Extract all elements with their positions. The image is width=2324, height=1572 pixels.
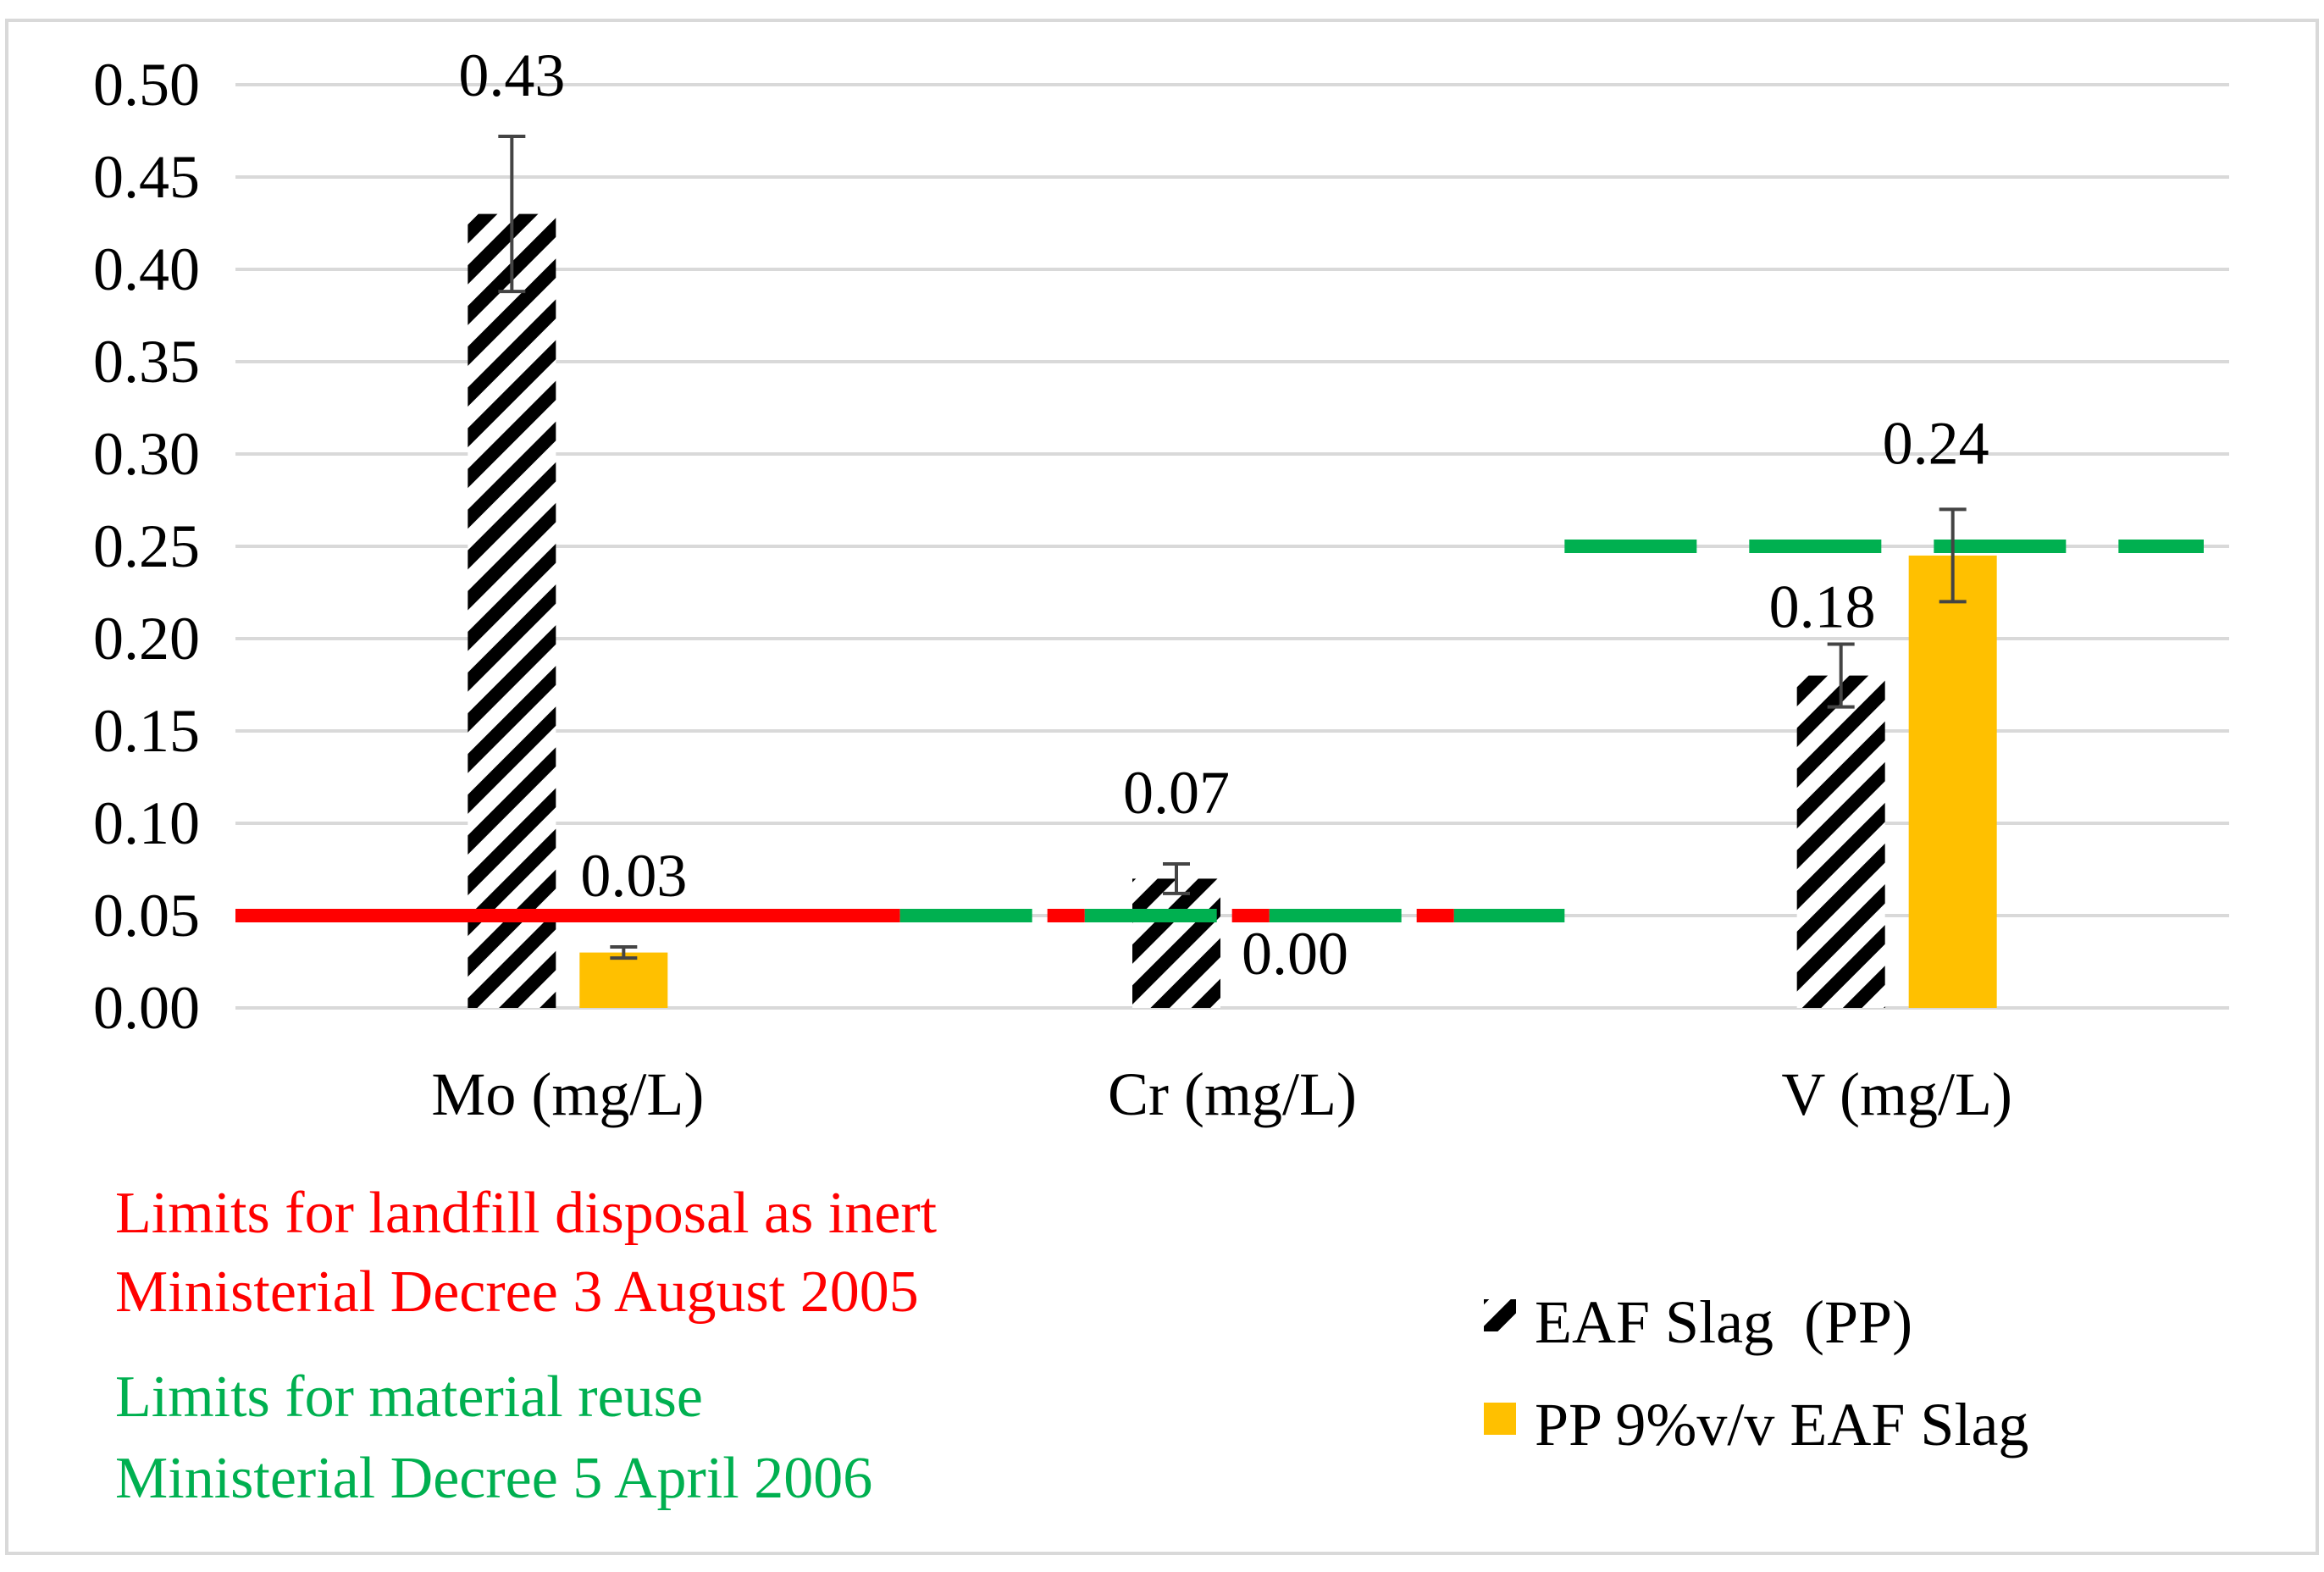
y-tick-label: 0.50 bbox=[93, 51, 200, 119]
y-tick-label: 0.10 bbox=[93, 789, 200, 857]
y-tick-label: 0.40 bbox=[93, 235, 200, 303]
x-tick-label: Cr (mg/L) bbox=[1108, 1060, 1357, 1128]
legend: EAF Slag (PP) PP 9%v/v EAF Slag bbox=[1484, 1288, 2028, 1459]
y-tick-label: 0.45 bbox=[93, 143, 200, 211]
data-label-pp-eaf-slag: 0.00 bbox=[1242, 920, 1348, 988]
x-tick-label: V (mg/L) bbox=[1781, 1060, 2012, 1128]
data-label-eaf-slag: 0.18 bbox=[1769, 573, 1876, 641]
y-axis: 0.00 0.05 0.10 0.15 0.20 0.25 0.30 0.35 0.40 0.45… bbox=[93, 51, 200, 1042]
y-tick-label: 0.30 bbox=[93, 420, 200, 488]
y-tick-label: 0.35 bbox=[93, 328, 200, 396]
legend-label-eaf-slag: EAF Slag (PP) bbox=[1535, 1288, 1912, 1356]
note-landfill-line1: Limits for landfill disposal as inert bbox=[115, 1181, 938, 1246]
legend-swatch-eaf-slag bbox=[1484, 1299, 1516, 1331]
legend-label-pp-eaf-slag: PP 9%v/v EAF Slag bbox=[1535, 1391, 2028, 1459]
x-axis: Mo (mg/L) Cr (mg/L) V (mg/L) bbox=[431, 1060, 2012, 1128]
bar-eaf-slag bbox=[1132, 878, 1220, 1008]
data-label-eaf-slag: 0.43 bbox=[458, 42, 565, 109]
bar-pp-eaf-slag bbox=[1908, 555, 1997, 1008]
data-label-pp-eaf-slag: 0.03 bbox=[580, 842, 687, 910]
data-label-eaf-slag: 0.07 bbox=[1123, 759, 1230, 827]
bars bbox=[468, 213, 1997, 1009]
data-labels: 0.43 0.07 0.18 0.03 0.00 0.24 bbox=[458, 42, 1989, 988]
note-reuse-line1: Limits for material reuse bbox=[115, 1364, 703, 1430]
note-reuse-line2: Ministerial Decree 5 April 2006 bbox=[115, 1446, 872, 1511]
data-label-pp-eaf-slag: 0.24 bbox=[1883, 409, 1989, 477]
y-tick-label: 0.20 bbox=[93, 605, 200, 673]
note-landfill-line2: Ministerial Decree 3 August 2005 bbox=[115, 1259, 919, 1325]
y-tick-label: 0.15 bbox=[93, 697, 200, 765]
y-tick-label: 0.05 bbox=[93, 882, 200, 949]
error-bars bbox=[498, 135, 1967, 960]
y-tick-label: 0.00 bbox=[93, 974, 200, 1042]
reference-lines bbox=[235, 540, 2204, 922]
x-tick-label: Mo (mg/L) bbox=[431, 1060, 704, 1128]
bar-eaf-slag bbox=[1796, 675, 1885, 1008]
legend-swatch-pp-eaf-slag bbox=[1484, 1403, 1516, 1435]
y-tick-label: 0.25 bbox=[93, 512, 200, 580]
bar-pp-eaf-slag bbox=[579, 952, 668, 1008]
bar-eaf-slag bbox=[468, 213, 556, 1009]
